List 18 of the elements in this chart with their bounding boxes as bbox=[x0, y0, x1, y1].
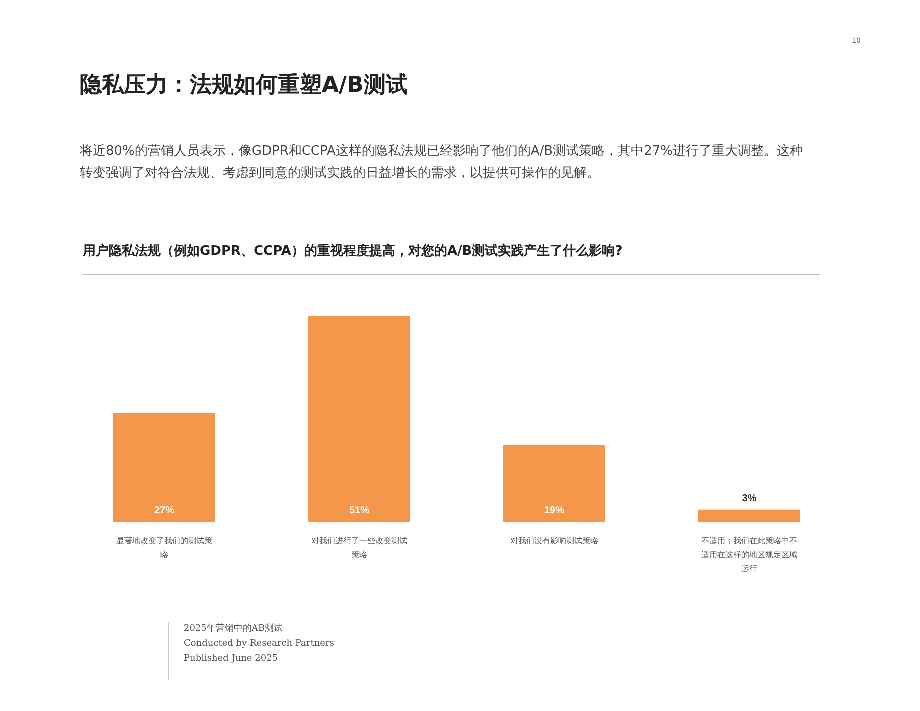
x-tick-label: 不适用；我们在此策略中不适用在这样的地区规定区域运行 bbox=[702, 536, 798, 574]
x-tick-label: 对我们进行了一些改变测试策略 bbox=[312, 536, 408, 560]
bar bbox=[698, 510, 800, 522]
text: 2025年营销中的AB测试 bbox=[184, 622, 284, 636]
data-label: 3% bbox=[742, 493, 757, 504]
data-label: 19% bbox=[544, 506, 565, 516]
text: Conducted by Research Partners bbox=[184, 638, 334, 651]
bar bbox=[504, 445, 606, 522]
x-tick-label: 显著地改变了我们的测试策略 bbox=[116, 536, 212, 560]
data-label: 51% bbox=[349, 506, 370, 516]
bar bbox=[308, 316, 410, 522]
text: 用户隐私法规（例如GDPR、CCPA）的重视程度提高，对您的A/B测试实践产生了什么影响? bbox=[83, 242, 820, 275]
data-label: 27% bbox=[154, 506, 175, 516]
chart-title: 隐私压力：法规如何重塑A/B测试 bbox=[80, 72, 408, 100]
chart-subtitle: 将近80%的营销人员表示，像GDPR和CCPA这样的隐私法规已经影响了他们的A/B测试策略，其中27%进行了重大调整。这种转变强调了对符合法规、考虑到同意的测试实践的日益增长的需求，以提供可操作的见解。 bbox=[80, 143, 804, 183]
x-tick-label: 对我们没有影响测试策略 bbox=[510, 536, 598, 546]
bar bbox=[114, 412, 216, 522]
text: Published June 2025 bbox=[184, 653, 280, 666]
